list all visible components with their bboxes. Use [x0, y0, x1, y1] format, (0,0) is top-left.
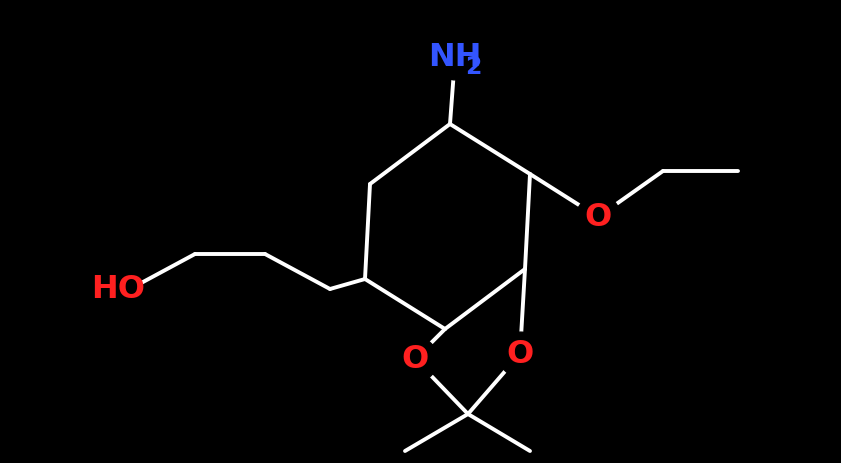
- Text: O: O: [584, 202, 611, 233]
- Text: HO: HO: [91, 274, 145, 305]
- Text: NH: NH: [428, 43, 482, 73]
- Text: O: O: [401, 344, 429, 375]
- Text: 2: 2: [465, 55, 481, 79]
- Text: O: O: [506, 339, 534, 369]
